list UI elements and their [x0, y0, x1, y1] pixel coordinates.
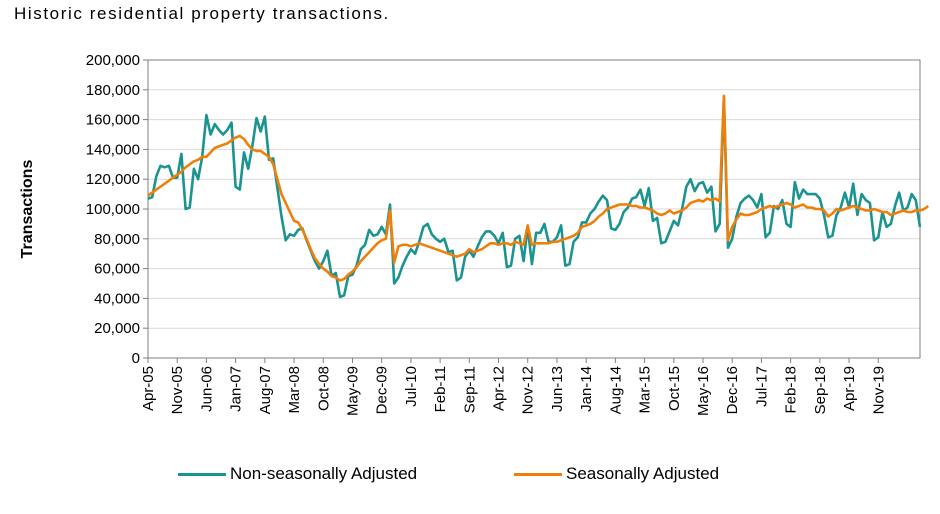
y-axis-ticks: 0 20,000 40,000 60,000 80,000 100,000 120,000 1…: [86, 52, 148, 367]
y-tick-label: 200,000: [86, 52, 140, 69]
x-tick-label: Apr-12: [491, 366, 508, 411]
x-tick-label: Dec-16: [724, 366, 741, 414]
x-tick-label: Jun-13: [549, 366, 566, 412]
x-tick-label: Jun-06: [198, 366, 215, 412]
y-tick-label: 80,000: [94, 231, 140, 248]
x-tick-label: Apr-05: [140, 366, 157, 411]
x-tick-label: Jan-07: [228, 366, 245, 412]
x-tick-label: Feb-11: [432, 366, 449, 412]
x-tick-label: Aug-14: [607, 366, 624, 414]
y-tick-label: 0: [132, 350, 140, 367]
x-tick-label: May-09: [344, 366, 361, 416]
series-lines: [147, 94, 930, 299]
y-axis-label: Transactions: [19, 160, 36, 259]
legend-item-non-seasonally-adjusted: Non-seasonally Adjusted: [178, 464, 417, 484]
y-tick-label: 140,000: [86, 141, 140, 158]
x-tick-label: Mar-08: [286, 366, 303, 414]
series-line-non-seasonally-adjusted: [147, 96, 922, 299]
x-tick-label: Feb-18: [783, 366, 800, 414]
legend-label: Seasonally Adjusted: [566, 464, 720, 483]
legend-swatch-orange: [514, 472, 562, 476]
y-tick-label: 60,000: [94, 261, 140, 278]
x-tick-label: Jul-17: [753, 366, 770, 407]
y-tick-label: 120,000: [86, 171, 140, 188]
x-tick-label: Nov-12: [520, 366, 537, 414]
series-line-seasonally-adjusted: [147, 94, 930, 282]
x-tick-label: May-16: [695, 366, 712, 416]
x-tick-label: Oct-15: [666, 366, 683, 411]
legend-swatch-teal: [178, 472, 226, 476]
y-tick-label: 160,000: [86, 112, 140, 129]
x-tick-label: Dec-09: [374, 366, 391, 414]
x-tick-label: Sep-11: [461, 366, 478, 413]
grid-lines: [148, 89, 920, 329]
y-tick-label: 40,000: [94, 290, 140, 307]
y-tick-label: 100,000: [86, 201, 140, 218]
y-tick-label: 180,000: [86, 82, 140, 99]
x-tick-label: Mar-15: [637, 366, 654, 414]
x-tick-label: Oct-08: [315, 366, 332, 411]
legend-label: Non-seasonally Adjusted: [230, 464, 418, 483]
legend-item-seasonally-adjusted: Seasonally Adjusted: [514, 464, 719, 484]
y-tick-label: 20,000: [94, 320, 140, 337]
x-tick-label: Nov-05: [169, 366, 186, 414]
chart-caption: Historic residential property transactio…: [14, 4, 390, 23]
x-axis-ticks: Apr-05 Nov-05 Jun-06 Jan-07 Aug-07 Mar-08 Oct-…: [140, 358, 887, 416]
x-tick-label: Jan-14: [578, 366, 595, 412]
x-tick-label: Jul-10: [403, 366, 420, 407]
x-tick-label: Apr-19: [841, 366, 858, 411]
x-tick-label: Nov-19: [870, 366, 887, 414]
x-tick-label: Sep-18: [812, 366, 829, 414]
x-tick-label: Aug-07: [257, 366, 274, 414]
